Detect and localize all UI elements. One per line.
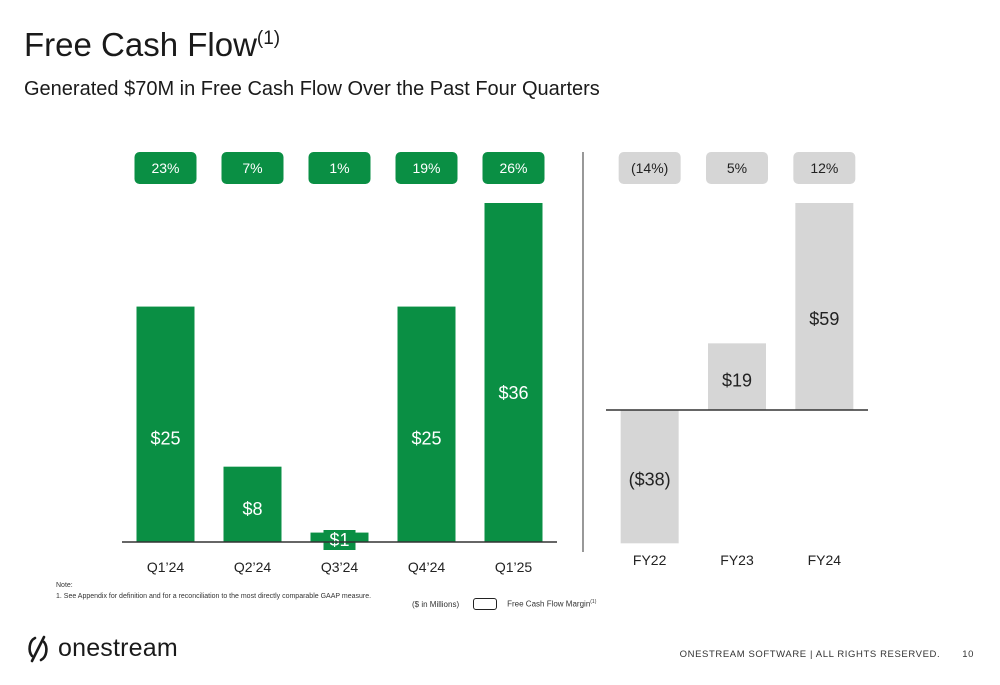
margin-pill <box>134 152 197 184</box>
margin-pill-label: 7% <box>242 160 262 176</box>
page-footer: ONESTREAM SOFTWARE | ALL RIGHTS RESERVED… <box>680 649 974 660</box>
bar-value-label: $36 <box>498 383 528 403</box>
bar-Q1’24 <box>136 306 195 542</box>
margin-pill-label: 1% <box>329 160 349 176</box>
bar-value-label: $25 <box>411 428 441 448</box>
logo-wordmark: onestream <box>58 634 178 662</box>
category-label: Q1’24 <box>147 559 185 575</box>
margin-pill <box>706 152 768 184</box>
chart-legend: ($ in Millions) Free Cash Flow Margin(1) <box>412 598 596 610</box>
margin-pill <box>793 152 856 184</box>
footnote-item-1: 1. See Appendix for definition and for a… <box>56 593 372 600</box>
bar-Q1’25 <box>484 203 543 542</box>
margin-pill-label: (14%) <box>631 160 668 176</box>
bar-Q2’24 <box>223 466 282 542</box>
onestream-logo-icon <box>28 635 48 662</box>
margin-pill <box>482 152 545 184</box>
category-label: Q3’24 <box>321 559 359 575</box>
bar-Q4’24 <box>397 306 456 542</box>
margin-legend-footnote: (1) <box>590 599 597 606</box>
bar-FY23 <box>708 343 766 410</box>
bar-value-label: $25 <box>150 428 180 448</box>
category-label: FY22 <box>633 552 667 568</box>
margin-pill-label: 12% <box>810 160 838 176</box>
bar-FY22 <box>620 410 679 544</box>
margin-pill-label: 5% <box>727 160 747 176</box>
margin-legend-text: Free Cash Flow Margin <box>507 599 591 609</box>
margin-pill <box>221 152 284 184</box>
page-number: 10 <box>962 649 974 660</box>
category-label: FY24 <box>808 552 842 568</box>
title-footnote-marker: (1) <box>256 28 281 49</box>
margin-pill-label: 19% <box>412 160 440 176</box>
bar-value-label: $1 <box>329 530 349 550</box>
margin-pill-label: 23% <box>151 160 179 176</box>
bar-value-label: $19 <box>722 371 752 391</box>
footnote-heading: Note: <box>56 582 73 589</box>
category-label: Q1’25 <box>495 559 533 575</box>
page-subtitle: Generated $70M in Free Cash Flow Over th… <box>24 78 600 100</box>
margin-legend-label: Free Cash Flow Margin(1) <box>507 599 596 609</box>
bar-FY24 <box>795 203 854 410</box>
margin-pill <box>395 152 458 184</box>
bar-value-label: $8 <box>242 499 262 519</box>
footnote: Note: 1. See Appendix for definition and… <box>56 580 371 602</box>
category-label: Q2’24 <box>234 559 272 575</box>
bar-label-bg-Q3’24 <box>323 530 356 550</box>
margin-pill <box>308 152 371 184</box>
category-label: Q4’24 <box>408 559 446 575</box>
category-label: FY23 <box>720 552 754 568</box>
bar-value-label: ($38) <box>629 469 671 489</box>
bar-value-label: $59 <box>809 309 839 329</box>
units-label: ($ in Millions) <box>412 599 460 609</box>
company-logo: onestream <box>26 634 178 663</box>
footer-copyright: ONESTREAM SOFTWARE | ALL RIGHTS RESERVED… <box>679 649 941 660</box>
page-title: Free Cash Flow(1) <box>24 26 280 64</box>
margin-legend-swatch <box>473 598 498 610</box>
margin-pill-label: 26% <box>499 160 527 176</box>
margin-pill <box>618 152 681 184</box>
page-title-text: Free Cash Flow <box>24 26 257 63</box>
